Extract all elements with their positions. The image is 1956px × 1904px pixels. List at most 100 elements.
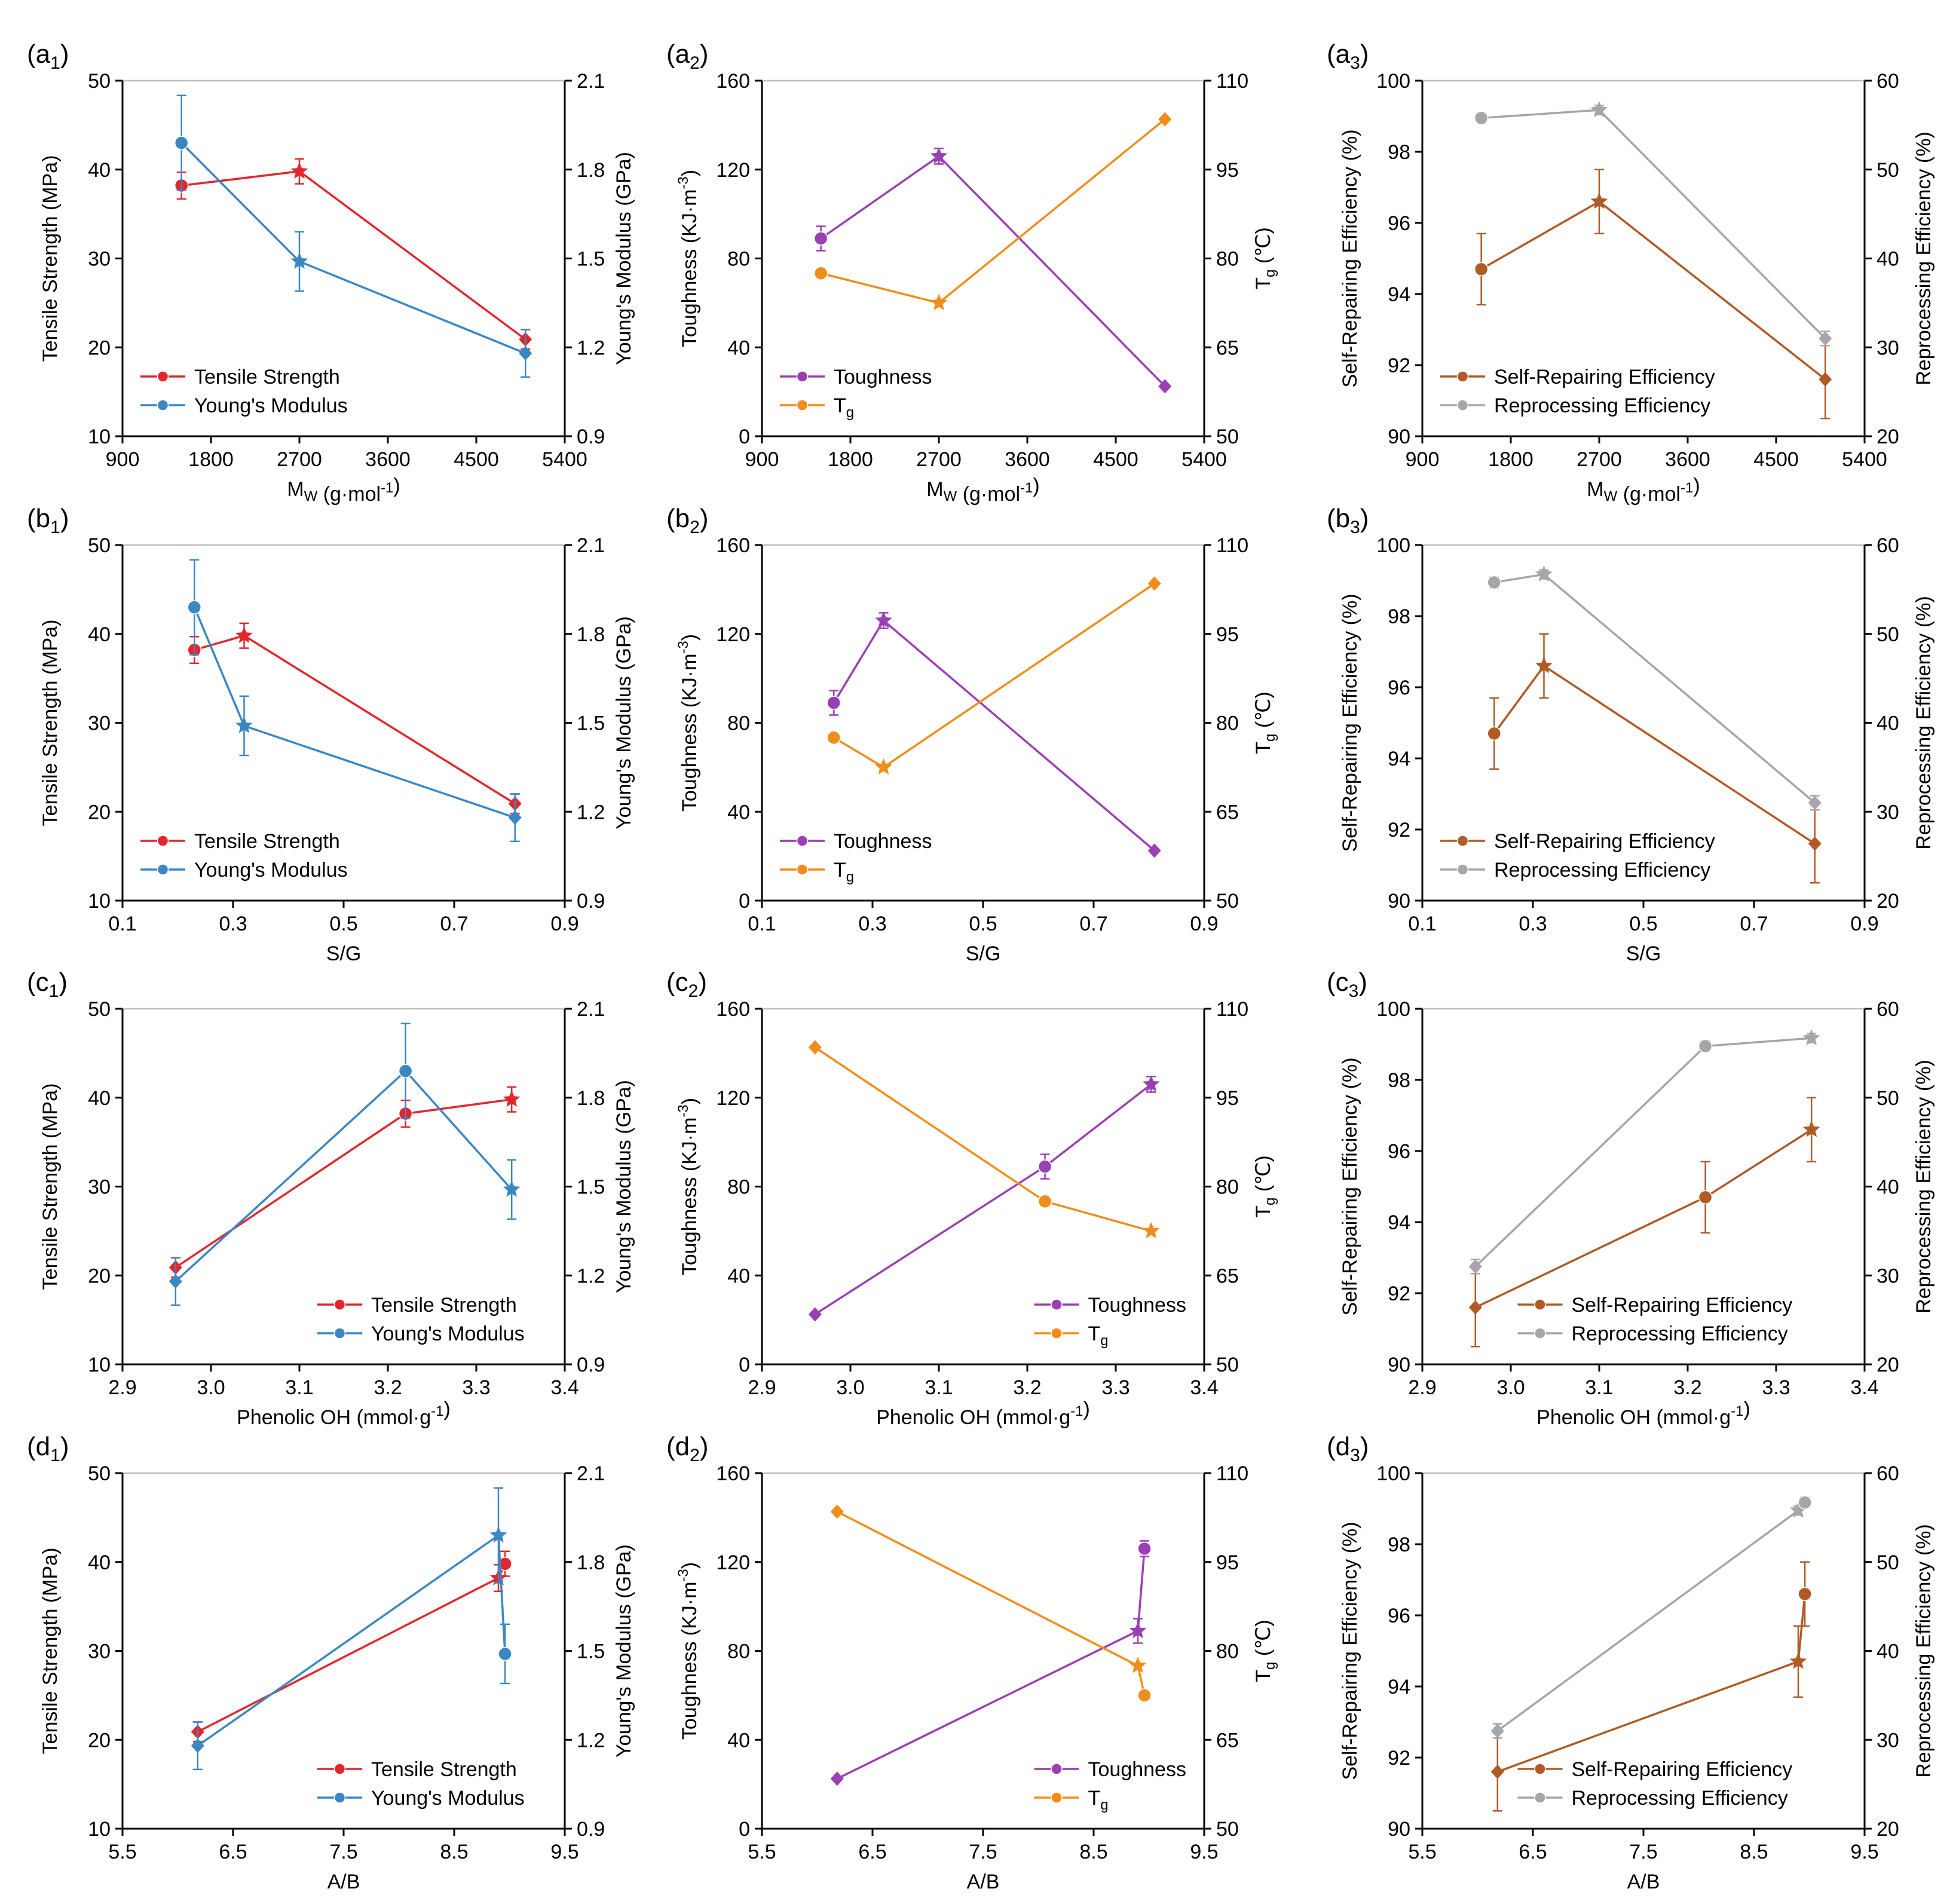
legend-label: Tensile Strength [194, 830, 340, 853]
y-left-tick-label: 98 [1388, 1533, 1410, 1556]
x-tick-label: 5400 [1842, 448, 1887, 471]
y-right-tick-label: 50 [1216, 426, 1239, 448]
panel-label: (c3) [1327, 968, 1367, 1001]
y-right-tick-label: 1.2 [577, 1729, 605, 1752]
y-left-tick-label: 96 [1388, 1605, 1410, 1627]
y-left-tick-label: 0 [739, 1818, 750, 1841]
data-point [503, 1180, 521, 1197]
legend-marker [1051, 1792, 1063, 1804]
legend-label: Self-Repairing Efficiency [1494, 366, 1715, 388]
data-point [290, 162, 308, 179]
y-left-axis-label: Toughness (KJ·m-3) [675, 634, 701, 812]
y-left-tick-label: 40 [88, 623, 111, 646]
y-left-tick-label: 20 [88, 1265, 111, 1287]
legend-marker [796, 371, 809, 382]
y-right-tick-label: 40 [1877, 712, 1899, 735]
x-tick-label: 3.3 [1762, 1376, 1790, 1399]
x-tick-label: 8.5 [1079, 1841, 1107, 1863]
y-left-tick-label: 0 [739, 890, 750, 913]
series-line [832, 619, 1155, 852]
y-right-tick-label: 50 [1216, 1354, 1239, 1376]
series-toughness [808, 1075, 1160, 1322]
series-tg [813, 112, 1172, 310]
y-left-tick-label: 98 [1388, 141, 1410, 164]
y-left-tick-label: 0 [739, 1354, 750, 1376]
data-point [813, 266, 828, 281]
y-left-tick-label: 120 [716, 1087, 750, 1110]
y-left-tick-label: 30 [88, 712, 111, 735]
legend-marker [1051, 1299, 1063, 1311]
series-line [1493, 664, 1816, 845]
series-tensile [169, 1086, 521, 1278]
series-self_repair [1490, 1561, 1812, 1812]
panel-c2: 2.9 3.0 3.1 3.2 3.3 3.4 0 40 80 120 160 50 65 80 95 110… [666, 968, 1278, 1429]
y-right-tick-label: 40 [1877, 248, 1899, 271]
panel-label: (c1) [27, 968, 68, 1001]
x-tick-label: 1800 [828, 448, 873, 471]
y-right-axis-label: Tg (℃) [1252, 227, 1278, 289]
legend-label: Young's Modulus [194, 394, 348, 417]
y-right-axis-label: Reprocessing Efficiency (%) [1912, 1060, 1935, 1314]
x-tick-label: 3.3 [1101, 1376, 1129, 1399]
legend-label: Tg [1088, 1787, 1109, 1813]
y-left-tick-label: 120 [716, 623, 750, 646]
y-right-tick-label: 40 [1877, 1176, 1899, 1199]
x-tick-label: 0.1 [108, 913, 136, 935]
data-point [813, 231, 828, 246]
data-point [1474, 111, 1489, 125]
legend-marker [157, 371, 169, 382]
legend: Toughness Tg [1034, 1758, 1186, 1813]
y-right-tick-label: 1.5 [577, 248, 605, 271]
y-right-tick-label: 95 [1216, 623, 1239, 646]
x-tick-label: 0.3 [858, 913, 886, 935]
y-left-tick-label: 40 [88, 1087, 111, 1110]
data-point [1487, 726, 1501, 741]
y-right-tick-label: 50 [1877, 623, 1899, 646]
y-left-tick-label: 98 [1388, 605, 1410, 628]
x-tick-label: 0.5 [1629, 913, 1657, 935]
y-right-axis-label: Reprocessing Efficiency (%) [1912, 1524, 1935, 1778]
data-point [1037, 1159, 1052, 1174]
y-left-tick-label: 30 [88, 248, 111, 271]
legend-label: Toughness [834, 830, 932, 853]
panel-label: (d1) [27, 1432, 69, 1465]
legend-marker [333, 1299, 346, 1311]
data-point [1802, 1029, 1820, 1046]
legend: Tensile Strength Young's Modulus [317, 1758, 525, 1810]
legend-label: Tensile Strength [371, 1758, 517, 1781]
legend-label: Young's Modulus [371, 1787, 525, 1810]
y-left-tick-label: 92 [1388, 819, 1410, 841]
data-point [1490, 1724, 1504, 1738]
x-tick-label: 3.4 [550, 1376, 578, 1399]
y-left-tick-label: 40 [727, 801, 750, 824]
data-point [1147, 576, 1161, 591]
y-right-tick-label: 50 [1216, 1818, 1239, 1841]
legend-label: Toughness [1088, 1758, 1186, 1781]
data-point [1129, 1657, 1147, 1673]
series-line [1497, 1594, 1806, 1773]
x-tick-label: 4500 [1093, 448, 1138, 471]
y-left-tick-label: 100 [1376, 70, 1410, 93]
y-right-tick-label: 30 [1877, 1729, 1899, 1752]
y-left-tick-label: 92 [1388, 354, 1410, 377]
series-toughness [813, 147, 1172, 394]
data-point [1137, 1688, 1152, 1703]
y-right-tick-label: 65 [1216, 1729, 1239, 1752]
y-right-tick-label: 30 [1877, 336, 1899, 359]
legend: Tensile Strength Young's Modulus [140, 830, 348, 881]
data-point [174, 136, 189, 150]
x-axis-label: A/B [327, 1871, 360, 1893]
legend-label: Toughness [834, 366, 932, 388]
legend-marker [157, 399, 169, 411]
x-tick-label: 3.1 [925, 1376, 953, 1399]
y-left-tick-label: 20 [88, 336, 111, 359]
x-tick-label: 7.5 [969, 1841, 997, 1863]
x-tick-label: 0.7 [1079, 913, 1107, 935]
data-point [191, 1738, 204, 1753]
x-tick-label: 1800 [188, 448, 234, 471]
legend-marker [1456, 864, 1469, 876]
x-tick-label: 4500 [1753, 448, 1799, 471]
series-line [197, 1533, 506, 1747]
x-axis-label: Phenolic OH (mmol·g-1) [876, 1398, 1090, 1429]
y-right-tick-label: 30 [1877, 1265, 1899, 1287]
